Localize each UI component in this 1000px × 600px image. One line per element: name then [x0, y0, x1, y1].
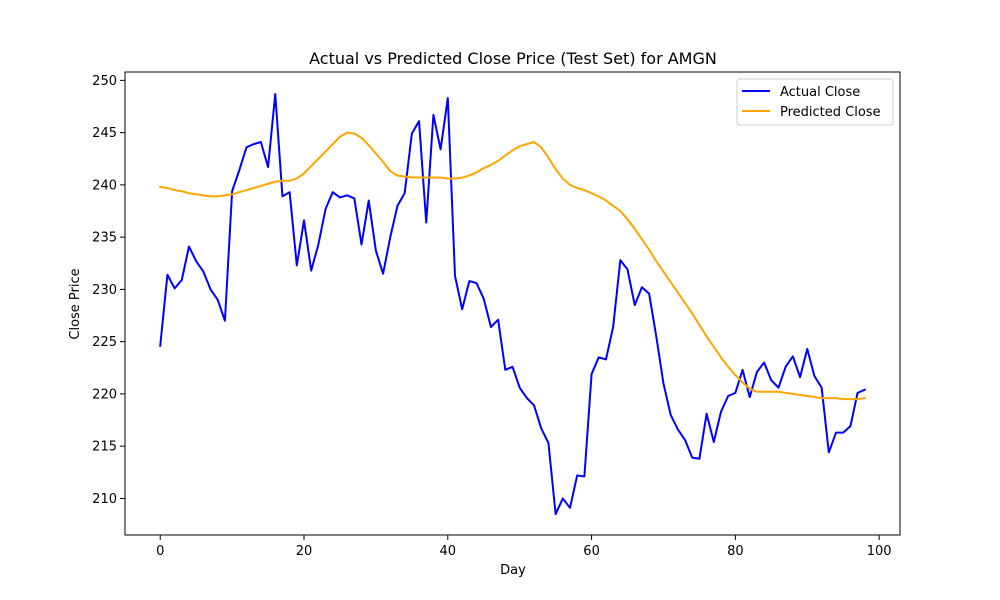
y-tick-label: 215	[92, 440, 117, 455]
axes: 0 20 40 60 80 100 210 215 220 225 230 235 240 245 250	[92, 71, 901, 559]
x-tick-label: 80	[727, 544, 744, 559]
y-tick-label: 230	[92, 283, 117, 298]
y-tick-label: 220	[92, 387, 117, 402]
x-axis-label: Day	[500, 563, 526, 578]
legend-label-1: Actual Close	[780, 85, 860, 100]
y-tick-label: 240	[92, 178, 117, 193]
y-tick-label: 245	[92, 126, 117, 141]
y-tick-label: 225	[92, 335, 117, 350]
y-tick-label: 235	[92, 231, 117, 246]
x-tick-label: 20	[296, 544, 313, 559]
series-line-2	[159, 131, 866, 401]
y-axis-label: Close Price	[68, 268, 83, 339]
axes-frame	[124, 71, 901, 536]
x-tick-label: 40	[440, 544, 457, 559]
chart-title: Actual vs Predicted Close Price (Test Se…	[309, 49, 717, 68]
legend: Actual Close Predicted Close	[736, 78, 894, 126]
series-line-1	[159, 92, 867, 516]
y-tick-label: 250	[92, 74, 117, 89]
plot-area	[159, 92, 867, 516]
y-tick-label: 210	[92, 492, 117, 507]
legend-label-2: Predicted Close	[780, 105, 881, 120]
x-tick-label: 100	[867, 544, 892, 559]
x-tick-label: 0	[156, 544, 164, 559]
legend-box	[736, 78, 894, 126]
x-tick-label: 60	[583, 544, 600, 559]
